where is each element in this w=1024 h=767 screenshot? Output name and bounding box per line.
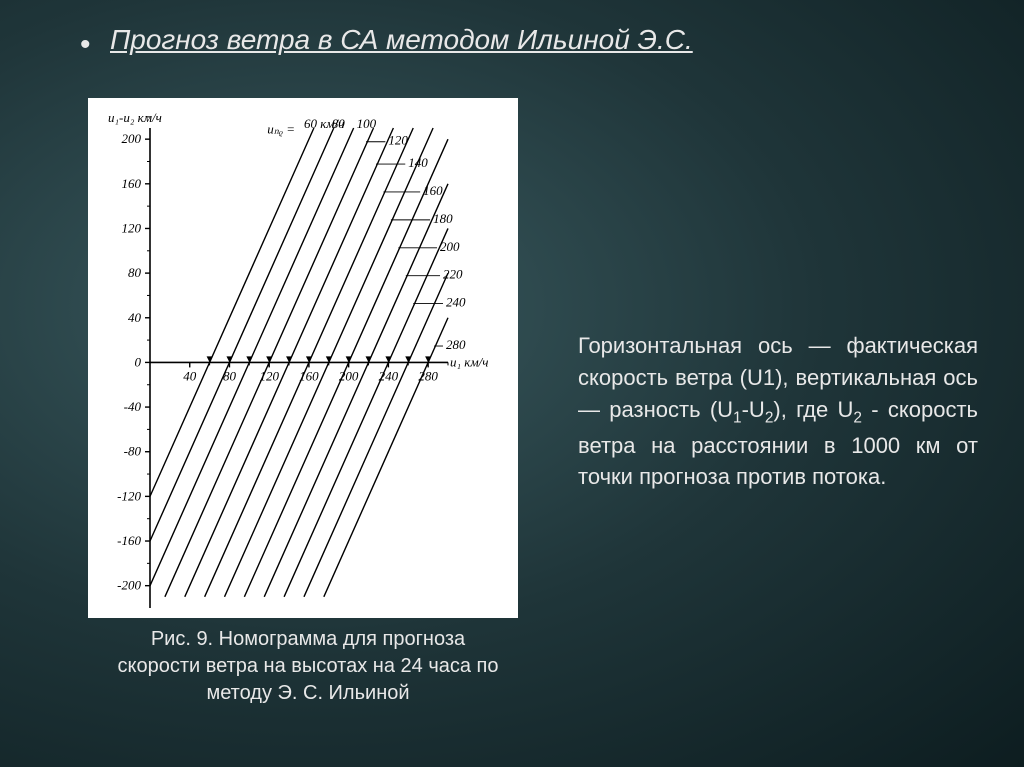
svg-text:240: 240 — [446, 295, 466, 310]
svg-text:-160: -160 — [117, 533, 141, 548]
svg-text:180: 180 — [433, 211, 453, 226]
nomogram-chart: 04080120160200-40-80-120-160-20040801201… — [88, 98, 518, 618]
chart-svg: 04080120160200-40-80-120-160-20040801201… — [88, 98, 518, 618]
svg-text:160: 160 — [423, 183, 443, 198]
svg-text:-40: -40 — [124, 399, 142, 414]
svg-text:uₙᵨ =: uₙᵨ = — [267, 122, 295, 137]
desc-mid: -U — [742, 397, 765, 422]
svg-text:160: 160 — [122, 176, 142, 191]
svg-text:u₁-u₂ км/ч: u₁-u₂ км/ч — [108, 110, 162, 125]
bullet: • — [80, 28, 91, 62]
svg-text:-80: -80 — [124, 444, 142, 459]
svg-text:40: 40 — [183, 368, 197, 383]
svg-text:220: 220 — [443, 267, 463, 282]
page-title: Прогноз ветра в СА методом Ильиной Э.С. — [110, 24, 693, 56]
svg-text:200: 200 — [122, 131, 142, 146]
svg-text:80: 80 — [223, 368, 237, 383]
svg-text:80: 80 — [128, 265, 142, 280]
svg-text:40: 40 — [128, 310, 142, 325]
svg-text:u₁ км/ч: u₁ км/ч — [450, 354, 488, 369]
desc-sub3: 2 — [853, 409, 862, 426]
svg-text:0: 0 — [135, 354, 142, 369]
desc-sub1: 1 — [733, 409, 742, 426]
svg-text:120: 120 — [122, 220, 142, 235]
figure-caption: Рис. 9. Номограмма для прогноза скорости… — [108, 626, 508, 707]
svg-text:280: 280 — [446, 337, 466, 352]
description-text: Горизонтальная ось — фактическая скорост… — [578, 330, 978, 493]
svg-text:80: 80 — [332, 116, 346, 131]
svg-text:-200: -200 — [117, 578, 141, 593]
svg-text:-120: -120 — [117, 488, 141, 503]
desc-part2: ), где U — [773, 397, 853, 422]
